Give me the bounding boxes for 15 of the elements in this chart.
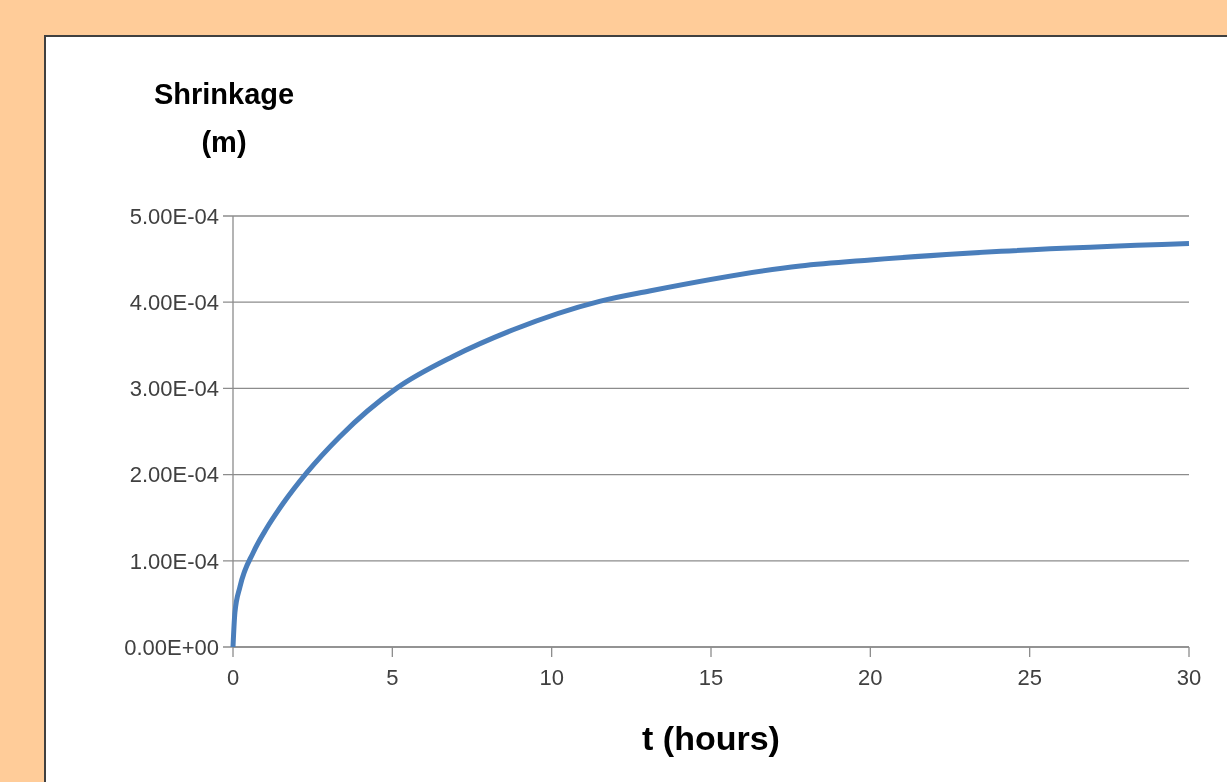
x-tick-label: 0 xyxy=(226,664,240,690)
y-tick-label: 0.00E+00 xyxy=(124,634,219,660)
x-axis-title: t (hours) xyxy=(642,719,780,757)
x-tick-label: 10 xyxy=(539,664,564,690)
y-axis-title: Shrinkage (m) xyxy=(153,78,295,158)
y-tick-label: 3.00E-04 xyxy=(129,376,219,402)
y-tick-label: 1.00E-04 xyxy=(129,548,219,574)
y-tick-label: 5.00E-04 xyxy=(129,203,219,229)
x-tick-label: 25 xyxy=(1017,664,1042,690)
x-tick-label: 15 xyxy=(698,664,724,690)
y-tick-label: 2.00E-04 xyxy=(129,462,219,488)
y-tick-label: 4.00E-04 xyxy=(129,289,219,315)
x-tick-label: 30 xyxy=(1176,664,1202,690)
x-tick-label: 5 xyxy=(386,664,399,690)
x-tick-label: 20 xyxy=(858,664,883,690)
